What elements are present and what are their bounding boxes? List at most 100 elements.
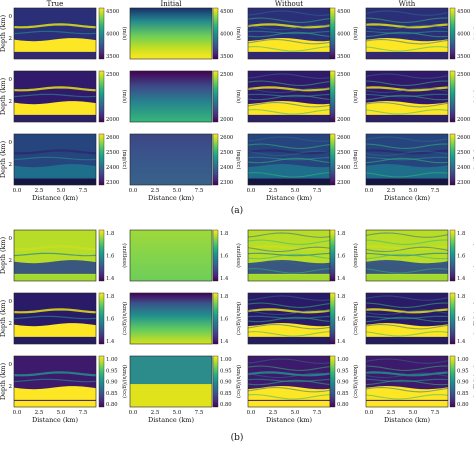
y-axis-label: Depth (km) <box>0 362 7 400</box>
colorbar-tick-label: 1.4 <box>220 339 229 345</box>
y-axis-label: Depth (km) <box>0 236 7 274</box>
x-axis-label: Distance (km) <box>148 416 194 424</box>
colorbar-unit-label: (unitless) <box>121 243 128 268</box>
colorbar <box>98 229 105 282</box>
colorbar-tick-label: 2500 <box>106 72 119 78</box>
x-axis-label: Distance (km) <box>266 416 312 424</box>
colorbar-tick-label: 0.90 <box>337 380 349 386</box>
x-tick-label: 0.0 <box>365 410 374 416</box>
panel-a-row3-initial <box>129 133 213 186</box>
colorbar-tick-label: 1.00 <box>337 357 349 363</box>
x-axis-label: Distance (km) <box>266 194 312 202</box>
colorbar <box>329 229 336 282</box>
colorbar-tick-label: 2400 <box>337 165 350 171</box>
colorbar-tick-label: 2600 <box>457 135 470 141</box>
colorbar-tick-label: 0.95 <box>457 368 469 374</box>
y-tick-label: 0 <box>9 362 13 368</box>
colorbar-tick-label: 1.8 <box>457 294 465 300</box>
colorbar-tick-label: 1.4 <box>106 276 115 282</box>
panel-b-row1-initial <box>129 229 213 282</box>
x-tick-label: 0.0 <box>13 410 22 416</box>
colorbar-tick-label: 0.95 <box>220 368 232 374</box>
colorbar-tick-label: 1.4 <box>457 339 466 345</box>
x-tick-label: 5.0 <box>57 188 66 194</box>
colorbar-tick-label: 2300 <box>337 180 350 186</box>
y-tick-label: 0 <box>9 14 13 20</box>
panel-a-row3-true <box>13 133 97 186</box>
panel-b-row1-without <box>247 229 331 282</box>
colorbar-unit-label: (km/s)/(g/cc) <box>472 302 474 335</box>
colorbar-tick-label: 1.4 <box>457 276 466 282</box>
colorbar-unit-label: (m/s) <box>472 27 474 40</box>
colorbar <box>212 229 219 282</box>
x-tick-label: 5.0 <box>57 410 66 416</box>
y-tick-label: 2 <box>9 384 13 390</box>
colorbar-unit-label: (mg/cc) <box>235 150 242 170</box>
colorbar-tick-label: 2600 <box>106 135 119 141</box>
colorbar-unit-label: (km/s)/(g/cc) <box>121 365 128 398</box>
colorbar <box>98 133 105 186</box>
colorbar-unit-label: (m/s) <box>121 90 128 103</box>
colorbar <box>449 292 456 345</box>
colorbar-tick-label: 1.8 <box>220 294 228 300</box>
panel-a-row1-without <box>247 7 331 60</box>
panel-a-row2-true <box>13 70 97 123</box>
colorbar-tick-label: 1.8 <box>457 231 465 237</box>
colorbar-tick-label: 1.6 <box>337 254 345 260</box>
colorbar-unit-label: (m/s) <box>352 27 359 40</box>
x-axis-label: Distance (km) <box>148 194 194 202</box>
x-tick-label: 5.0 <box>291 410 300 416</box>
colorbar-unit-label: (m/s) <box>235 27 242 40</box>
colorbar <box>329 292 336 345</box>
x-tick-label: 0.0 <box>13 188 22 194</box>
x-tick-label: 7.5 <box>195 188 204 194</box>
colorbar <box>212 292 219 345</box>
colorbar-tick-label: 1.6 <box>220 317 228 323</box>
panel-b-row2-without <box>247 292 331 345</box>
x-tick-label: 5.0 <box>173 410 182 416</box>
colorbar-tick-label: 2400 <box>457 165 470 171</box>
x-tick-label: 2.5 <box>387 410 396 416</box>
colorbar-tick-label: 1.8 <box>106 231 114 237</box>
colorbar-tick-label: 1.00 <box>457 357 469 363</box>
colorbar-tick-label: 2500 <box>337 150 350 156</box>
colorbar-tick-label: 1.4 <box>337 339 346 345</box>
colorbar-tick-label: 2000 <box>337 117 350 123</box>
colorbar <box>212 70 219 123</box>
colorbar-tick-label: 4000 <box>220 32 233 38</box>
panel-label: (b) <box>231 432 244 443</box>
colorbar-tick-label: 1.6 <box>220 254 228 260</box>
x-tick-label: 0.0 <box>247 410 256 416</box>
x-tick-label: 2.5 <box>269 188 278 194</box>
colorbar-tick-label: 0.85 <box>337 391 349 397</box>
colorbar <box>98 292 105 345</box>
x-tick-label: 2.5 <box>35 188 44 194</box>
panel-a-row1-with <box>365 7 449 60</box>
colorbar-tick-label: 2600 <box>220 135 233 141</box>
colorbar-unit-label: (m/s) <box>472 90 474 103</box>
colorbar-tick-label: 0.90 <box>106 380 118 386</box>
colorbar-tick-label: 1.6 <box>457 317 465 323</box>
colorbar-unit-label: (km/s)/(g/cc) <box>352 302 359 335</box>
colorbar-tick-label: 4500 <box>106 9 119 15</box>
colorbar-tick-label: 1.6 <box>106 254 114 260</box>
colorbar-tick-label: 2600 <box>337 135 350 141</box>
colorbar-tick-label: 1.4 <box>337 276 346 282</box>
x-axis-label: Distance (km) <box>384 194 430 202</box>
column-title-true: True <box>47 0 64 8</box>
colorbar <box>449 7 456 60</box>
colorbar <box>329 355 336 408</box>
colorbar-tick-label: 4500 <box>457 9 470 15</box>
colorbar-tick-label: 2400 <box>220 165 233 171</box>
colorbar-tick-label: 2400 <box>106 165 119 171</box>
colorbar <box>98 7 105 60</box>
colorbar <box>449 133 456 186</box>
colorbar <box>449 355 456 408</box>
colorbar-unit-label: (m/s) <box>235 90 242 103</box>
y-tick-label: 2 <box>9 258 13 264</box>
x-tick-label: 7.5 <box>195 410 204 416</box>
panel-a-row2-with <box>365 70 449 123</box>
y-axis-label: Depth (km) <box>0 77 7 115</box>
